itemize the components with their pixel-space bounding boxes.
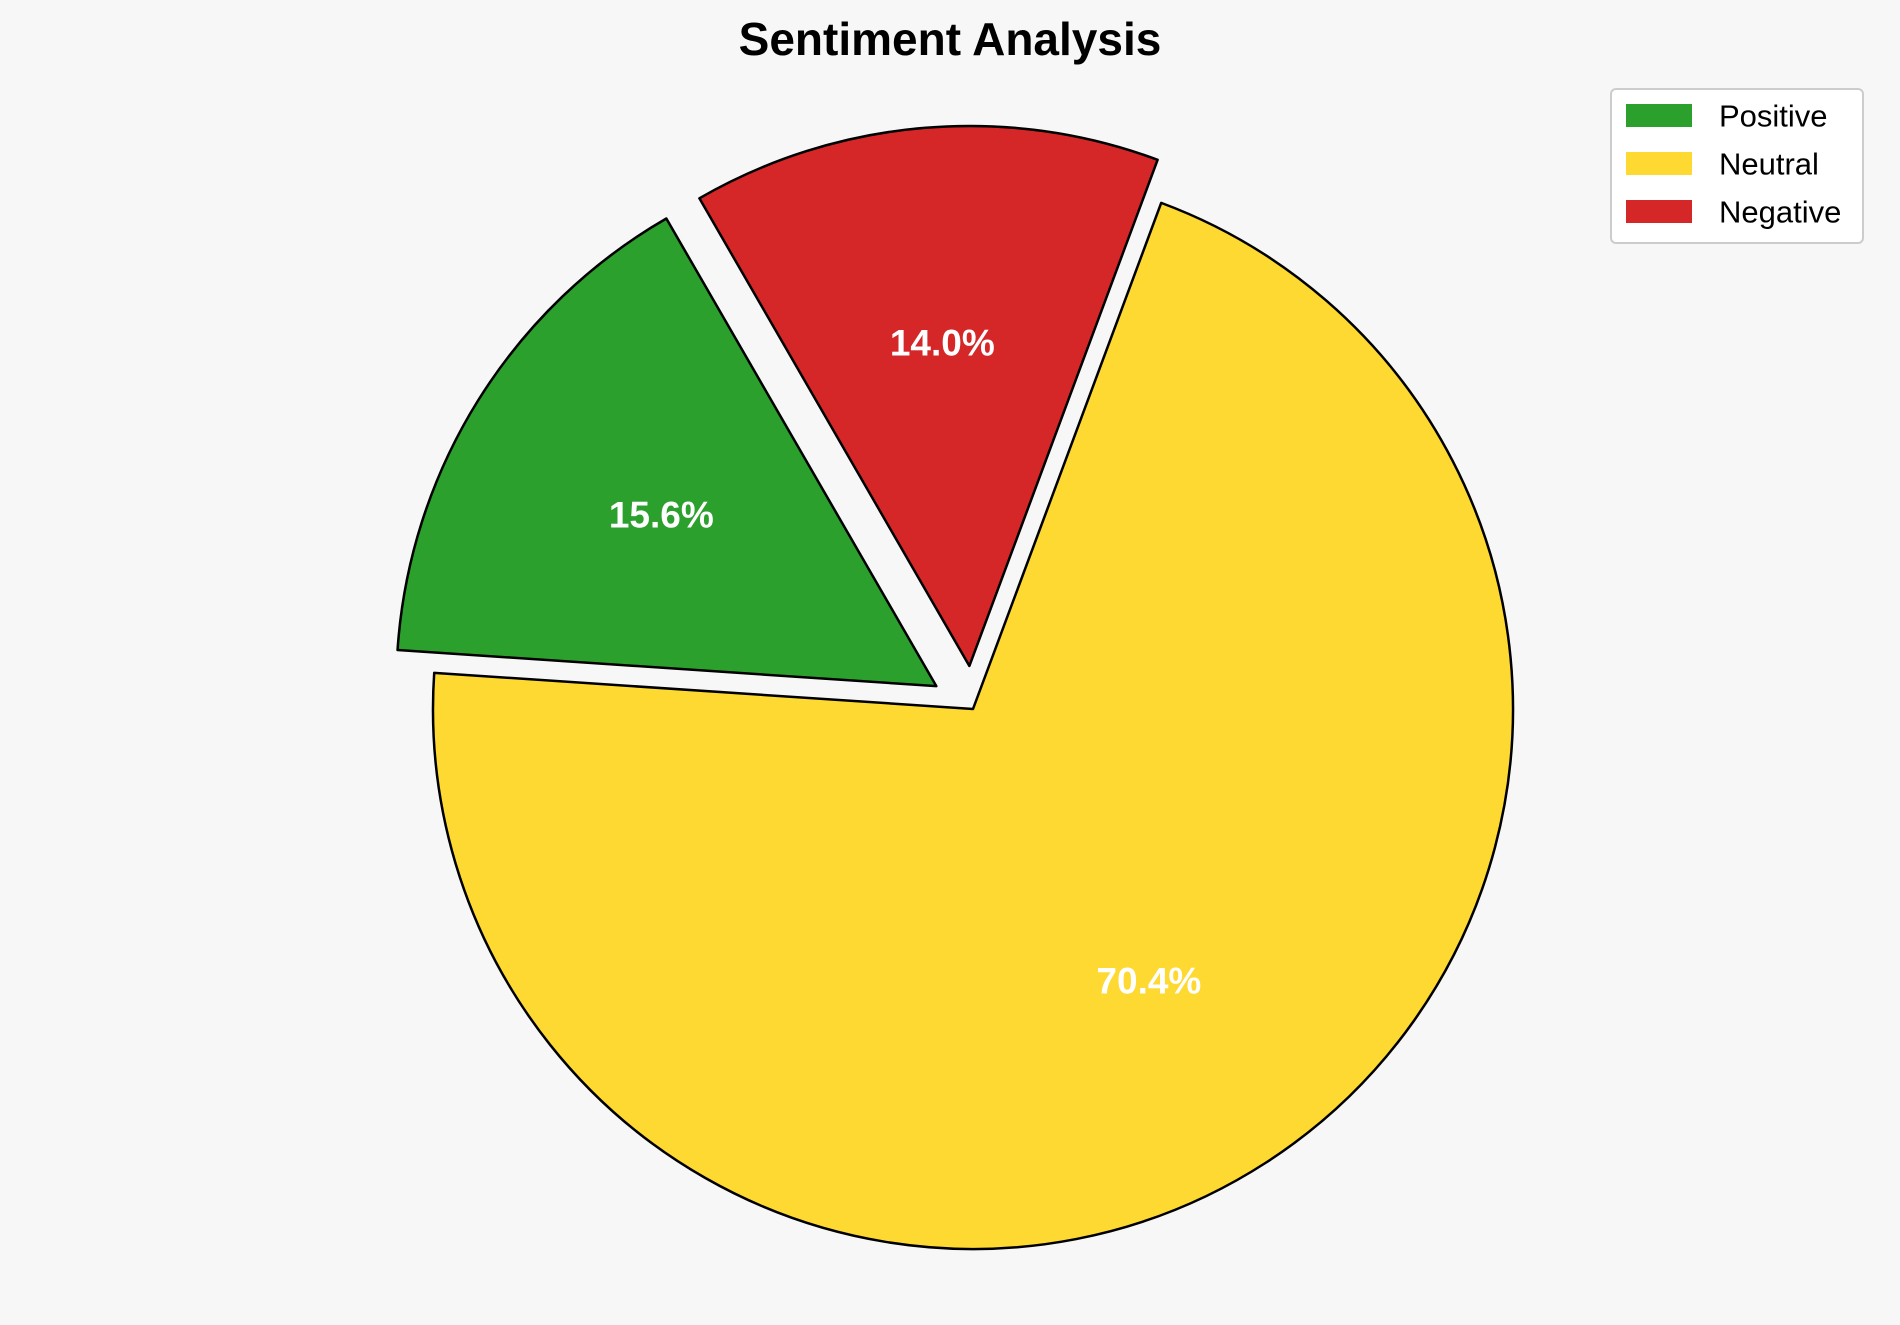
chart-title: Sentiment Analysis [739, 13, 1162, 65]
pie-slice-negative [698, 124, 1159, 668]
legend-item-neutral: Neutral [1626, 147, 1819, 182]
legend-swatch-positive [1626, 104, 1692, 127]
legend: Positive Neutral Negative [1610, 88, 1864, 244]
legend-label-neutral: Neutral [1719, 147, 1819, 182]
pie-slice-positive [396, 217, 938, 688]
slice-label-neutral: 70.4% [1096, 961, 1201, 1002]
legend-items: Positive Neutral Negative [1626, 99, 1841, 230]
legend-swatch-neutral [1626, 152, 1692, 175]
slice-label-negative: 14.0% [890, 323, 995, 364]
pie-slice-neutral [431, 201, 1515, 1251]
legend-label-negative: Negative [1719, 195, 1841, 230]
pie-labels: 15.6% 70.4% 14.0% [609, 323, 1201, 1002]
slice-label-positive: 15.6% [609, 494, 714, 535]
pie-slices [396, 124, 1515, 1251]
legend-item-positive: Positive [1626, 99, 1828, 134]
legend-swatch-negative [1626, 200, 1692, 223]
legend-label-positive: Positive [1719, 99, 1828, 134]
legend-item-negative: Negative [1626, 195, 1841, 230]
